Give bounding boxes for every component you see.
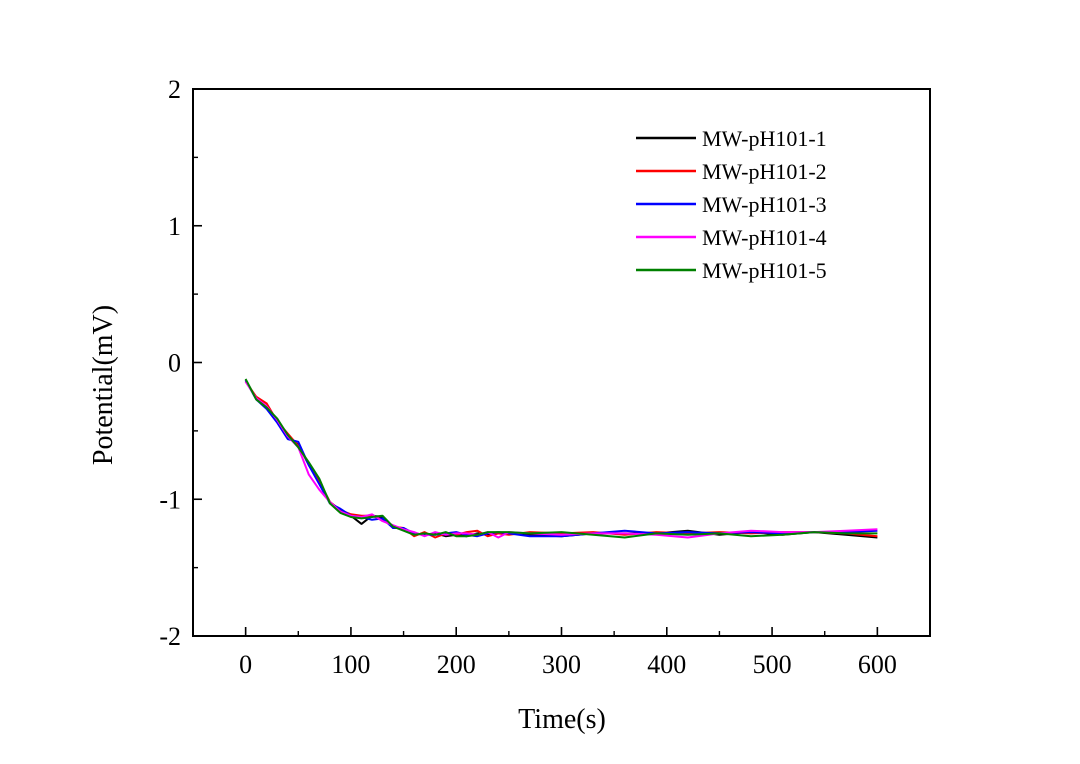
y-tick-label: -2 xyxy=(159,622,181,651)
series-line-5 xyxy=(244,378,878,539)
x-axis: 0 100 200 300 400 500 600 xyxy=(239,627,897,679)
y-tick-label: 1 xyxy=(168,212,181,241)
legend-label: MW-pH101-3 xyxy=(702,192,827,217)
x-axis-title: Time(s) xyxy=(518,704,606,735)
y-tick-label: -1 xyxy=(159,485,181,514)
x-tick-label: 0 xyxy=(239,650,252,679)
legend: MW-pH101-1 MW-pH101-2 MW-pH101-3 MW-pH101-4… xyxy=(636,126,827,283)
legend-label: MW-pH101-1 xyxy=(702,126,827,151)
series-layer xyxy=(244,378,878,539)
y-axis: -2 -1 0 1 2 xyxy=(159,75,202,651)
series-line-2 xyxy=(244,381,878,539)
x-tick-label: 600 xyxy=(858,650,897,679)
y-tick-label: 0 xyxy=(168,349,181,378)
y-axis-title: Potential(mV) xyxy=(88,305,119,465)
x-tick-label: 100 xyxy=(331,650,370,679)
legend-label: MW-pH101-4 xyxy=(702,225,827,250)
legend-label: MW-pH101-2 xyxy=(702,159,827,184)
x-tick-label: 500 xyxy=(753,650,792,679)
x-tick-label: 400 xyxy=(647,650,686,679)
series-line-4 xyxy=(244,381,878,539)
y-tick-label: 2 xyxy=(168,75,181,104)
x-tick-label: 200 xyxy=(437,650,476,679)
legend-label: MW-pH101-5 xyxy=(702,258,827,283)
x-tick-label: 300 xyxy=(542,650,581,679)
